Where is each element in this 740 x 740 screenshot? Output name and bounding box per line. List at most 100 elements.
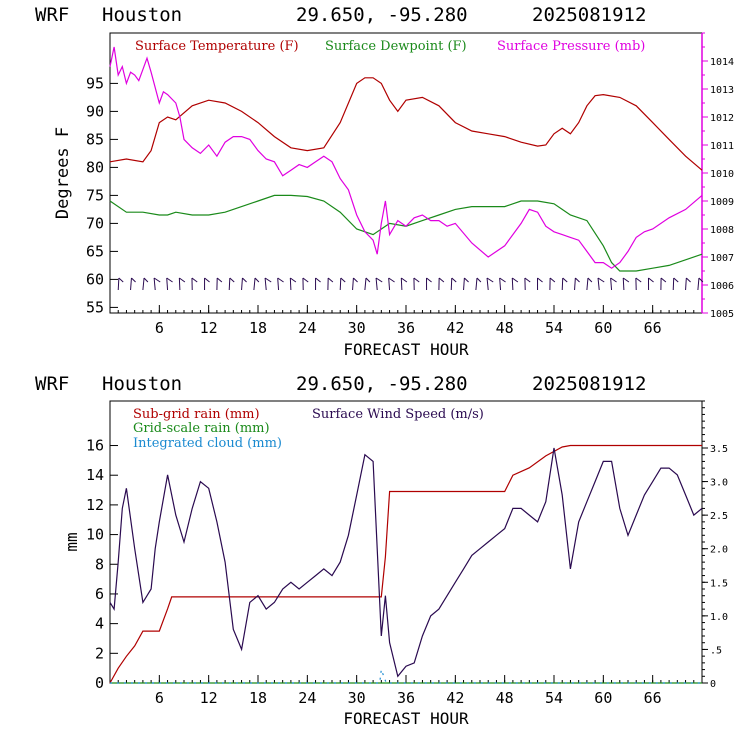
wind-barb-flag [302,277,309,283]
wind-barb-flag [327,277,334,283]
wind-barb [388,277,391,291]
bottom-header-site: Houston [102,373,182,395]
top-y-tick-label: 95 [86,74,104,92]
top-x-tick-label: 12 [200,319,218,337]
wind-barb [289,277,292,291]
wind-barb-flag [486,277,494,283]
top-y2-tick-label: 1005 [710,309,734,320]
bottom-y-tick-label: 14 [86,466,104,484]
wind-barb-flag [353,277,358,283]
wind-barb [450,277,453,291]
integrated-cloud-line [110,669,702,684]
wind-barb-flag [204,277,210,283]
top-y2-tick-label: 1011 [710,141,734,152]
top-y2-tick-label: 1008 [710,225,734,236]
wind-barb [352,277,354,291]
wind-barb [574,277,576,291]
wind-barb-flag [438,277,445,283]
wind-barb-flag [524,277,531,283]
wind-barb-flag [673,277,679,283]
wind-barb-flag [143,277,149,283]
wind-barb-flag [131,277,136,283]
legend-wind-speed: Surface Wind Speed (m/s) [312,407,484,422]
top-header-coords: 29.650, -95.280 [296,4,468,26]
wind-barb-flag [375,277,383,283]
top-x-tick-label: 54 [545,319,563,337]
top-y2-tick-label: 1007 [710,253,734,264]
wind-barb-flag [610,277,617,283]
wind-barb-flag [216,277,223,283]
top-y-tick-label: 70 [86,214,104,232]
top-x-tick-label: 24 [298,319,316,337]
bottom-y-tick-label: 2 [95,644,104,662]
top-header-date: 2025081912 [532,4,646,26]
wind-barb-flag [476,277,482,283]
wind-barb-flag [166,277,173,283]
wind-barb-flag [549,277,556,283]
top-plot-frame [109,32,703,314]
surface-dewpoint-line [109,194,703,272]
surface-pressure-line [109,46,703,269]
wind-barb-flag [587,277,593,283]
bottom-y2-tick-label: .5 [710,645,722,656]
bottom-x-tick-label: 60 [594,689,612,707]
bottom-y-axis-title: mm [62,532,81,551]
top-x-tick-label: 60 [594,319,612,337]
top-x-axis-title: FORECAST HOUR [343,340,469,359]
wind-barb-flag [118,277,124,283]
wind-barb-flag [290,277,297,283]
bottom-y-tick-label: 10 [86,526,104,544]
top-y2-tick-label: 1006 [710,281,734,292]
wind-barb [264,277,267,291]
wind-barb-flag [401,277,408,283]
bottom-x-tick-label: 54 [545,689,563,707]
bottom-y2-tick-label: 0 [710,679,716,690]
bottom-y2-tick-label: 1.5 [710,578,728,589]
wind-barb-flag [426,277,432,283]
wind-barb [166,277,169,291]
wind-barb-flag [464,277,469,283]
bottom-x-tick-label: 18 [249,689,267,707]
wind-barb-flag [191,277,198,283]
wind-barb [142,277,145,291]
bottom-y2-tick-label: 2.0 [710,545,728,556]
wind-barb-flag [660,277,667,283]
wind-barb-flag [254,277,260,283]
wind-barb [610,277,613,291]
top-x-tick-label: 30 [348,319,366,337]
bottom-x-tick-label: 48 [496,689,514,707]
top-y2-tick-label: 1010 [710,169,734,180]
bottom-x-tick-label: 42 [446,689,464,707]
wind-barb [586,277,589,291]
legend-dewpoint: Surface Dewpoint (F) [325,39,467,54]
wind-barb [622,277,625,291]
wind-barb-flag [277,277,284,283]
wind-barb [511,277,514,291]
legend-temperature: Surface Temperature (F) [135,39,299,54]
top-x-tick-label: 48 [496,319,514,337]
wind-barb [375,277,378,291]
wind-barb-flag [648,277,654,283]
wind-barb-flag [511,277,519,283]
bottom-y-tick-label: 12 [86,496,104,514]
wind-barb [463,277,465,291]
wind-barb [253,277,256,291]
wind-barb-flag [315,277,321,283]
wind-barb-flag [264,277,272,283]
top-y-tick-label: 75 [86,186,104,204]
bottom-x-axis-title: FORECAST HOUR [343,709,469,728]
wind-barb [117,277,120,291]
wind-barb [153,277,156,291]
legend-pressure: Surface Pressure (mb) [497,39,645,54]
wind-barb-flag [499,277,506,283]
top-y2-tick-label: 1013 [710,85,734,96]
wind-barb-flag [179,277,186,283]
top-header-model: WRF [35,4,69,26]
wind-barb [685,277,687,291]
top-x-tick-label: 6 [155,319,164,337]
wind-barb [499,277,502,291]
top-x-tick-label: 66 [644,319,662,337]
wind-barb [400,277,403,291]
wind-barb-flag [413,277,420,283]
